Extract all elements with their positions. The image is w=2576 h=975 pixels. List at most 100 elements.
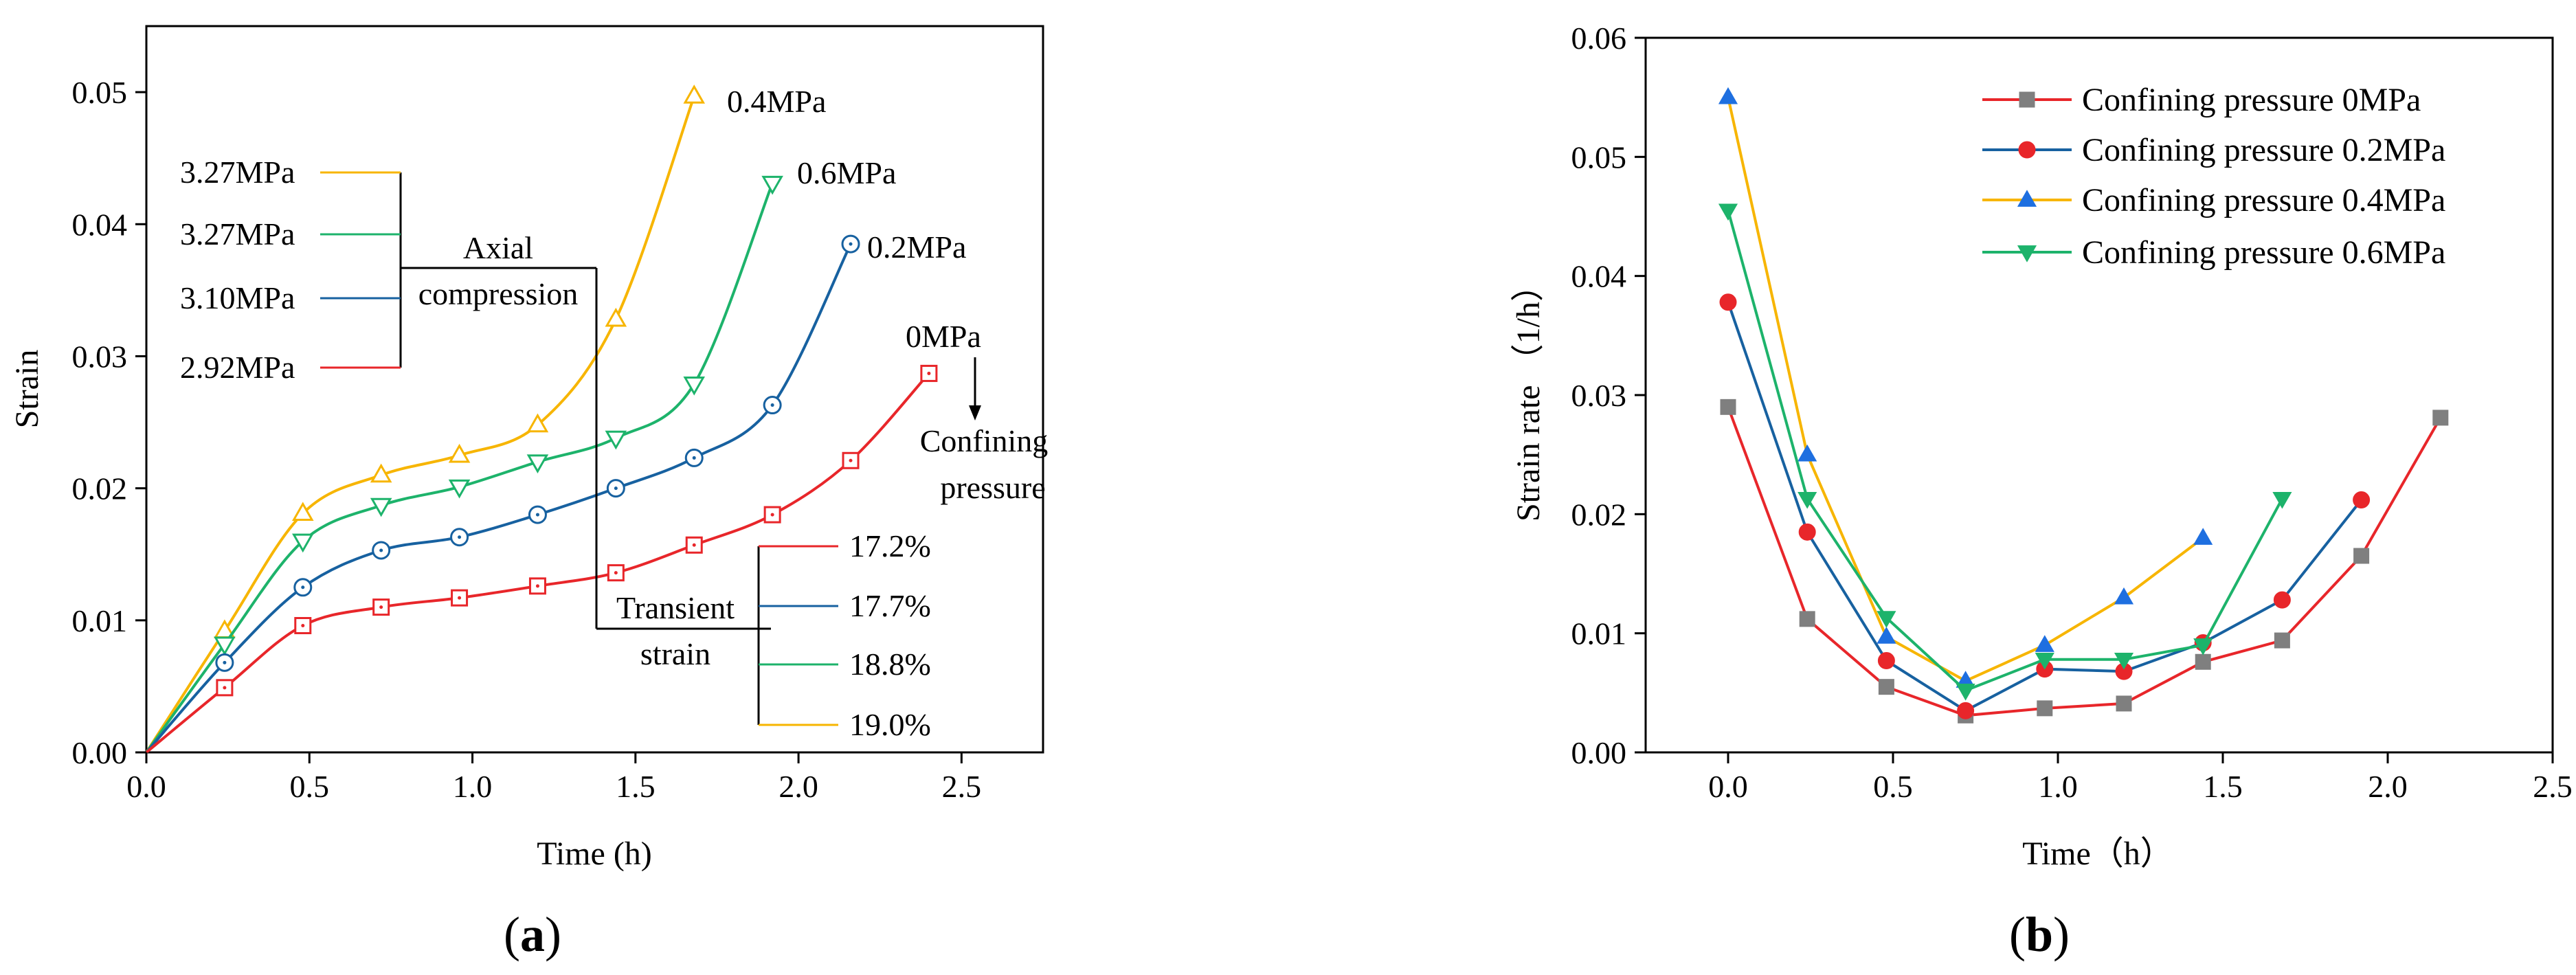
panel-a-x-tick-label: 0.0 — [126, 769, 166, 804]
legend-label: Confining pressure 0.2MPa — [2082, 132, 2445, 168]
legend-marker — [2018, 141, 2036, 159]
panel-b-series-confining-pressure-0mpa — [1720, 399, 2449, 724]
panel-a-series-0.4mpa — [145, 85, 706, 754]
panel-b-x-axis-label: Time（h） — [2022, 836, 2173, 872]
panel-a-y-tick-label: 0.01 — [72, 603, 128, 638]
label-0.6mpa: 0.6MPa — [797, 155, 896, 190]
panel-a-point-0mpa-center-dot — [770, 513, 774, 517]
panel-a-point-0.6mpa — [605, 430, 627, 450]
panel-a-point-0.6mpa — [683, 376, 706, 396]
axial-value-0.4mpa: 3.27MPa — [180, 155, 295, 190]
panel-a-point-0mpa-center-dot — [692, 543, 696, 547]
axial-value-0.2mpa: 3.10MPa — [180, 280, 295, 315]
panel-b-point-confining-pressure-0.6mpa — [1718, 203, 1738, 221]
panel-a-point-0.2mpa-center-dot — [379, 548, 383, 552]
panel-a-x-tick-label: 2.5 — [942, 769, 982, 804]
panel-b-point-confining-pressure-0.4mpa — [1877, 627, 1896, 644]
legend-marker — [2017, 190, 2037, 207]
confining-label-line2: pressure — [940, 470, 1045, 505]
panel-a-x-tick-label: 1.0 — [453, 769, 493, 804]
panel-b-legend: Confining pressure 0MPa Confining pressur… — [1982, 82, 2445, 271]
panel-a-point-0mpa-center-dot — [301, 624, 305, 628]
panel-a-point-0.6mpa — [761, 175, 783, 195]
transient-title-line2: strain — [640, 636, 710, 671]
panel-a-axes-layer: 0.0 0.5 1.0 1.5 2.0 2.5 0.00 0.01 0.02 0.03 0.04 0.… — [72, 75, 982, 804]
panel-b-line-confining-pressure-0.6mpa — [1727, 210, 2284, 693]
label-0.2mpa: 0.2MPa — [867, 229, 966, 265]
panel-b-point-confining-pressure-0.4mpa — [2035, 635, 2054, 652]
panel-a-point-0.2mpa-center-dot — [614, 486, 618, 491]
panel-a-series-0mpa — [145, 364, 938, 754]
confining-arrow-head — [969, 405, 981, 421]
transient-title-line1: Transient — [616, 590, 735, 625]
panel-b-point-confining-pressure-0.4mpa — [2193, 528, 2213, 545]
panel-a-point-0.2mpa-center-dot — [301, 585, 305, 590]
axial-value-0mpa: 2.92MPa — [180, 350, 295, 385]
panel-b-point-confining-pressure-0mpa — [2353, 548, 2370, 564]
panel-a-point-0.4mpa — [683, 85, 706, 104]
panel-b-point-confining-pressure-0.6mpa — [1877, 611, 1896, 628]
transient-value-0.4mpa: 19.0% — [849, 707, 931, 742]
panel-b-point-confining-pressure-0.4mpa — [2114, 587, 2134, 605]
panel-a-point-0mpa-center-dot — [927, 371, 931, 375]
panel-a-y-tick-label: 0.00 — [72, 735, 128, 770]
panel-b-caption-letter: b — [2026, 907, 2053, 962]
panel-b-series-confining-pressure-0.4mpa — [1718, 87, 2213, 688]
panel-b-y-tick-label: 0.00 — [1571, 735, 1627, 770]
panel-a-point-0.6mpa — [291, 533, 314, 553]
label-0mpa: 0MPa — [906, 319, 981, 354]
panel-b-point-confining-pressure-0.2mpa — [1798, 523, 1816, 541]
panel-b-x-tick-label: 2.5 — [2533, 769, 2573, 804]
legend-item-confining-pressure-0.6mpa: Confining pressure 0.6MPa — [1982, 234, 2445, 271]
panel-b-point-confining-pressure-0.6mpa — [1797, 491, 1817, 509]
axial-title-line2: compression — [418, 276, 579, 311]
legend-label: Confining pressure 0.6MPa — [2082, 234, 2445, 271]
panel-b-point-confining-pressure-0mpa — [2274, 632, 2290, 649]
panel-b-point-confining-pressure-0mpa — [2037, 700, 2053, 717]
panel-b-y-tick-label: 0.05 — [1571, 139, 1627, 175]
panel-a-y-tick-label: 0.02 — [72, 471, 128, 506]
panel-b-series-confining-pressure-0.6mpa — [1718, 203, 2292, 701]
panel-a-y-tick-label: 0.03 — [72, 339, 128, 374]
panel-a-point-0.2mpa-center-dot — [692, 456, 696, 460]
panel-a-series-0.6mpa — [145, 175, 783, 754]
panel-a-point-0mpa-center-dot — [849, 458, 853, 462]
panel-a-x-axis-label: Time (h) — [537, 836, 652, 872]
panel-b-point-confining-pressure-0.4mpa — [1718, 87, 1738, 104]
panel-a-point-0.4mpa — [291, 502, 314, 522]
panel-b-y-tick-label: 0.06 — [1571, 21, 1627, 56]
panel-a-y-tick-label: 0.04 — [72, 207, 128, 242]
panel-a-series-0.2mpa — [145, 234, 860, 754]
panel-b-x-tick-label: 0.0 — [1708, 769, 1748, 804]
panel-a-point-0.4mpa — [526, 413, 549, 433]
panel-b-x-tick-label: 2.0 — [2368, 769, 2408, 804]
transient-value-0mpa: 17.2% — [849, 528, 931, 563]
panel-a-x-tick-label: 2.0 — [779, 769, 818, 804]
panel-a-point-0mpa-center-dot — [535, 584, 539, 588]
panel-b-point-confining-pressure-0.6mpa — [1956, 684, 1975, 701]
panel-b-point-confining-pressure-0.2mpa — [2353, 491, 2371, 509]
panel-a-point-0mpa-center-dot — [458, 596, 462, 600]
panel-a-y-tick-label: 0.05 — [72, 75, 128, 110]
panel-b-point-confining-pressure-0.2mpa — [1719, 293, 1737, 311]
legend-item-confining-pressure-0.2mpa: Confining pressure 0.2MPa — [1982, 132, 2445, 168]
panel-a: 0.0 0.5 1.0 1.5 2.0 2.5 0.00 0.01 0.02 0.03 0.04 0.… — [9, 25, 1049, 962]
panel-b-point-confining-pressure-0mpa — [1878, 679, 1894, 695]
panel-a-point-0.4mpa — [448, 443, 471, 463]
axial-title-line1: Axial — [463, 230, 533, 265]
panel-b-y-tick-label: 0.02 — [1571, 497, 1627, 532]
confining-label-line1: Confining — [920, 423, 1049, 458]
panel-b-point-confining-pressure-0.4mpa — [1797, 444, 1817, 462]
panel-b-x-tick-label: 1.5 — [2203, 769, 2243, 804]
panel-a-point-0.6mpa — [370, 497, 392, 517]
panel-a-x-tick-label: 1.5 — [616, 769, 656, 804]
panel-a-caption-letter: a — [520, 907, 545, 962]
panel-b-y-tick-label: 0.03 — [1571, 378, 1627, 413]
panel-a-line-0.4mpa — [145, 96, 696, 754]
panel-b-point-confining-pressure-0.2mpa — [2273, 591, 2291, 609]
panel-a-y-axis-label: Strain — [9, 350, 45, 429]
panel-b-x-tick-label: 1.0 — [2038, 769, 2078, 804]
transient-value-0.2mpa: 17.7% — [849, 588, 931, 623]
panel-a-point-0.6mpa — [448, 479, 471, 499]
panel-b-point-confining-pressure-0.6mpa — [2035, 652, 2054, 670]
